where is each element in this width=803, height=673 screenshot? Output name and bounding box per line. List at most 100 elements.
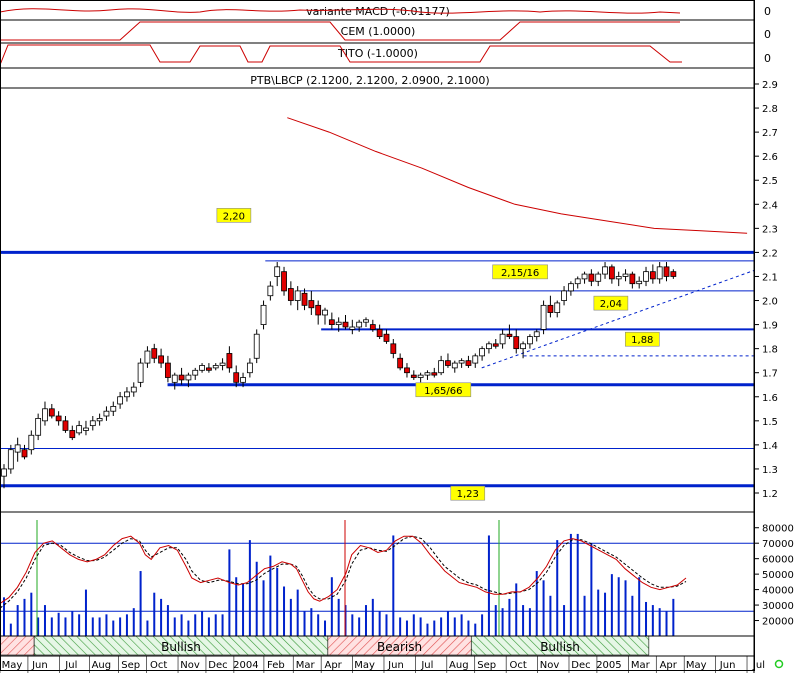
volume-bar xyxy=(23,598,26,636)
candle xyxy=(445,353,451,368)
x-tick-label: Oct xyxy=(510,660,527,671)
annotation-box xyxy=(415,382,472,398)
candle xyxy=(328,312,335,330)
x-tick-label: May xyxy=(686,660,707,671)
candle-body xyxy=(69,430,76,439)
volume-bar xyxy=(187,620,190,636)
volume-tick-label: 60000 xyxy=(762,555,794,566)
candle-body xyxy=(417,374,424,378)
indicator-macd-line xyxy=(0,8,681,14)
candle xyxy=(417,372,424,383)
candle xyxy=(520,341,526,359)
indicator-panels: variante MACD (-0.01177) 0 CEM (1.0000) … xyxy=(0,5,771,66)
price-tick-label: 2.9 xyxy=(762,80,778,91)
volume-bar xyxy=(672,598,675,636)
candle-body xyxy=(636,280,643,285)
candle-body xyxy=(397,357,404,369)
candle xyxy=(499,329,506,349)
volume-bar xyxy=(658,608,661,636)
volume-bar xyxy=(433,620,436,636)
volume-tick-label: 30000 xyxy=(762,601,794,612)
volume-bar xyxy=(487,535,490,636)
candle xyxy=(178,367,185,385)
volume-bar xyxy=(153,592,156,636)
annotation-text: 2,15/16 xyxy=(501,268,539,279)
candle-body xyxy=(643,271,649,282)
stochastic-d-line xyxy=(0,535,687,609)
status-circle-icon xyxy=(774,659,784,669)
volume-bar xyxy=(119,617,122,636)
candle-body xyxy=(567,283,574,292)
candle-body xyxy=(165,362,171,378)
x-tick-label: May xyxy=(354,660,375,671)
price-tick-label: 2.8 xyxy=(762,104,778,115)
volume-bar xyxy=(528,608,531,636)
volume-tick-label: 70000 xyxy=(762,539,794,550)
volume-bar xyxy=(604,592,607,636)
volume-bar xyxy=(460,614,463,636)
candle-body xyxy=(363,319,369,323)
volume-bar xyxy=(590,543,593,636)
volume-bar xyxy=(515,583,518,636)
candle xyxy=(643,266,649,287)
candle xyxy=(240,372,246,388)
x-tick-label: Mar xyxy=(296,660,316,671)
candle xyxy=(171,372,178,390)
candle-body xyxy=(83,427,89,431)
candle xyxy=(486,341,492,354)
candle xyxy=(165,355,171,383)
candle xyxy=(83,420,89,436)
candle-body xyxy=(540,304,547,330)
indicator-cem-panel: CEM (1.0000) 0 xyxy=(341,25,771,41)
candle xyxy=(124,387,130,402)
candle xyxy=(185,372,192,388)
indicator-cem-line xyxy=(0,21,680,41)
candle-body xyxy=(465,360,472,366)
indicator-tito-label: TITO (-1.0000) xyxy=(337,47,418,60)
candle xyxy=(62,416,69,433)
x-tick-label: Jul xyxy=(64,660,77,671)
volume-bar xyxy=(269,555,272,636)
candle xyxy=(527,334,533,349)
candle-body xyxy=(520,343,526,350)
candle xyxy=(294,286,301,311)
volume-bar xyxy=(549,595,552,636)
candle-body xyxy=(287,288,294,301)
volume-bar xyxy=(419,617,422,636)
volume-bar xyxy=(358,617,361,636)
candle-body xyxy=(240,377,246,383)
candle xyxy=(622,269,629,282)
candle-body xyxy=(205,367,212,371)
candle-body xyxy=(171,374,178,383)
candle xyxy=(472,353,479,368)
annotation-box xyxy=(492,264,548,280)
candle xyxy=(513,329,520,354)
candle-body xyxy=(130,386,137,393)
regime-segment: Bullish xyxy=(33,635,329,656)
annotation-text: 2,04 xyxy=(600,299,622,310)
candle xyxy=(130,382,137,397)
volume-bar xyxy=(371,598,374,636)
candle-body xyxy=(89,420,96,427)
volume-bar xyxy=(351,614,354,636)
volume-bar xyxy=(235,577,238,636)
candle-body xyxy=(294,290,301,301)
candle xyxy=(581,271,588,284)
price-annotation: 1,88 xyxy=(624,331,660,347)
indicator-cem-tick: 0 xyxy=(764,28,771,41)
candle-body xyxy=(233,372,240,383)
volume-bar xyxy=(194,614,197,636)
candle xyxy=(308,290,315,315)
candle-body xyxy=(479,348,486,357)
volume-bar xyxy=(583,595,586,636)
volume-bar xyxy=(645,601,648,636)
volume-tick-label: 50000 xyxy=(762,570,794,581)
candle xyxy=(649,264,656,284)
x-tick-label: Oct xyxy=(150,660,167,671)
candle-body xyxy=(117,396,124,405)
price-annotation: 1,65/66 xyxy=(415,382,472,398)
candle xyxy=(7,444,14,474)
candle-body xyxy=(14,444,21,453)
price-tick-label: 1.6 xyxy=(762,393,778,404)
volume-bar xyxy=(665,611,668,636)
